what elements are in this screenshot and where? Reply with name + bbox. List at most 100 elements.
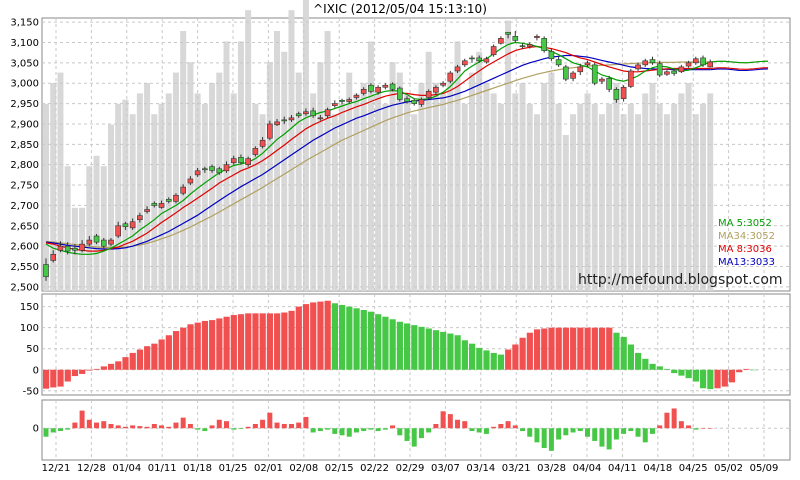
candle-up	[360, 89, 367, 94]
indicator-bar	[324, 300, 331, 370]
oscillator-bar	[296, 422, 302, 429]
indicator-bar	[642, 358, 649, 370]
price-tick-label: 2,900	[10, 119, 39, 130]
date-tick-label: 02/01	[254, 463, 283, 474]
indicator-tick-label: 50	[26, 344, 39, 355]
volume-bar	[86, 166, 93, 291]
oscillator-bar	[404, 428, 410, 441]
oscillator-bar	[642, 428, 648, 443]
indicator-bar	[562, 327, 570, 370]
indicator-bar	[71, 369, 79, 377]
candle-down	[476, 57, 483, 62]
oscillator-bar	[353, 428, 359, 433]
volume-bar	[620, 114, 627, 291]
oscillator-bar	[65, 428, 71, 430]
indicator-bar	[353, 308, 360, 370]
volume-bar	[692, 114, 699, 291]
volume-bar	[144, 83, 151, 291]
indicator-bar	[43, 369, 50, 389]
candle-down	[541, 38, 547, 51]
indicator-bar	[418, 326, 425, 370]
candle-up	[526, 44, 533, 47]
volume-bar	[324, 31, 331, 291]
volume-bar	[339, 103, 346, 291]
legend-entry-ma13: MA13:3033	[718, 257, 775, 268]
volume-bar	[360, 83, 367, 291]
oscillator-bar	[577, 428, 583, 432]
candle-down	[238, 157, 244, 163]
candle-up	[252, 148, 259, 155]
date-tick-label: 01/04	[112, 463, 141, 474]
volume-bar	[237, 41, 244, 292]
indicator-bar	[187, 324, 194, 370]
candle-up	[194, 170, 201, 176]
ma13-line	[45, 54, 711, 250]
candle-up	[158, 203, 165, 208]
indicator-bar	[209, 320, 216, 370]
volume-bar	[707, 93, 714, 292]
panel-frame-1	[41, 293, 791, 396]
candle-down	[43, 264, 49, 278]
volume-bar	[570, 114, 577, 291]
candle-down	[389, 83, 396, 90]
oscillator-bar	[57, 428, 63, 432]
oscillator-bar	[621, 428, 627, 434]
volume-bar	[476, 51, 483, 291]
indicator-bar	[136, 349, 144, 370]
candle-up	[230, 158, 237, 163]
candle-down	[563, 66, 569, 80]
oscillator-bar	[635, 428, 641, 437]
indicator-bar	[259, 313, 266, 370]
oscillator-bar	[288, 424, 294, 429]
indicator-bar	[100, 366, 107, 370]
oscillator-bar	[585, 428, 590, 437]
date-tick-label: 03/14	[466, 463, 495, 474]
volume-bar	[288, 10, 295, 291]
oscillator-bar	[707, 428, 713, 429]
volume-bar	[663, 114, 670, 291]
indicator-bar	[367, 311, 375, 370]
candle-up	[331, 103, 338, 106]
indicator-bar	[57, 369, 64, 387]
oscillator-bar	[390, 425, 396, 429]
volume-bar	[512, 93, 519, 292]
oscillator-bar	[433, 424, 439, 429]
volume-bar	[50, 83, 57, 291]
oscillator-bar	[260, 419, 266, 429]
oscillator-bar	[115, 425, 121, 429]
candle-down	[613, 89, 620, 100]
candle-up	[274, 121, 280, 126]
candle-up	[137, 215, 143, 220]
volume-bar	[216, 72, 223, 291]
indicator-bar	[172, 331, 180, 370]
oscillator-bar	[700, 428, 706, 429]
indicator-bar	[671, 369, 678, 374]
price-tick-label: 2,950	[10, 99, 39, 110]
price-tick-label: 2,850	[10, 140, 39, 151]
date-tick-label: 04/11	[608, 463, 637, 474]
indicator-bar	[519, 337, 526, 370]
volume-bar	[209, 83, 216, 291]
volume-bar	[382, 103, 389, 291]
oscillator-bar	[548, 428, 554, 451]
oscillator-bar	[144, 426, 150, 429]
indicator-bar	[700, 369, 707, 389]
volume-bar	[649, 83, 656, 291]
candle-up	[317, 117, 324, 120]
oscillator-bar	[368, 428, 374, 430]
indicator-bar	[678, 369, 685, 376]
candle-down	[606, 78, 612, 90]
panel-frame-2	[41, 399, 791, 461]
indicator-bar	[144, 346, 151, 370]
candle-up	[570, 72, 576, 79]
oscillator-bar	[375, 428, 381, 432]
date-tick-label: 03/21	[502, 463, 531, 474]
ma5-projection	[710, 60, 769, 64]
indicator-bar	[288, 310, 295, 370]
candle-down	[310, 110, 316, 117]
indicator-bar	[533, 329, 541, 370]
legend-entry-ma34: MA34:3052	[718, 231, 775, 242]
oscillator-bar	[382, 428, 388, 430]
indicator-bar	[411, 325, 418, 370]
volume-bar	[577, 103, 584, 291]
